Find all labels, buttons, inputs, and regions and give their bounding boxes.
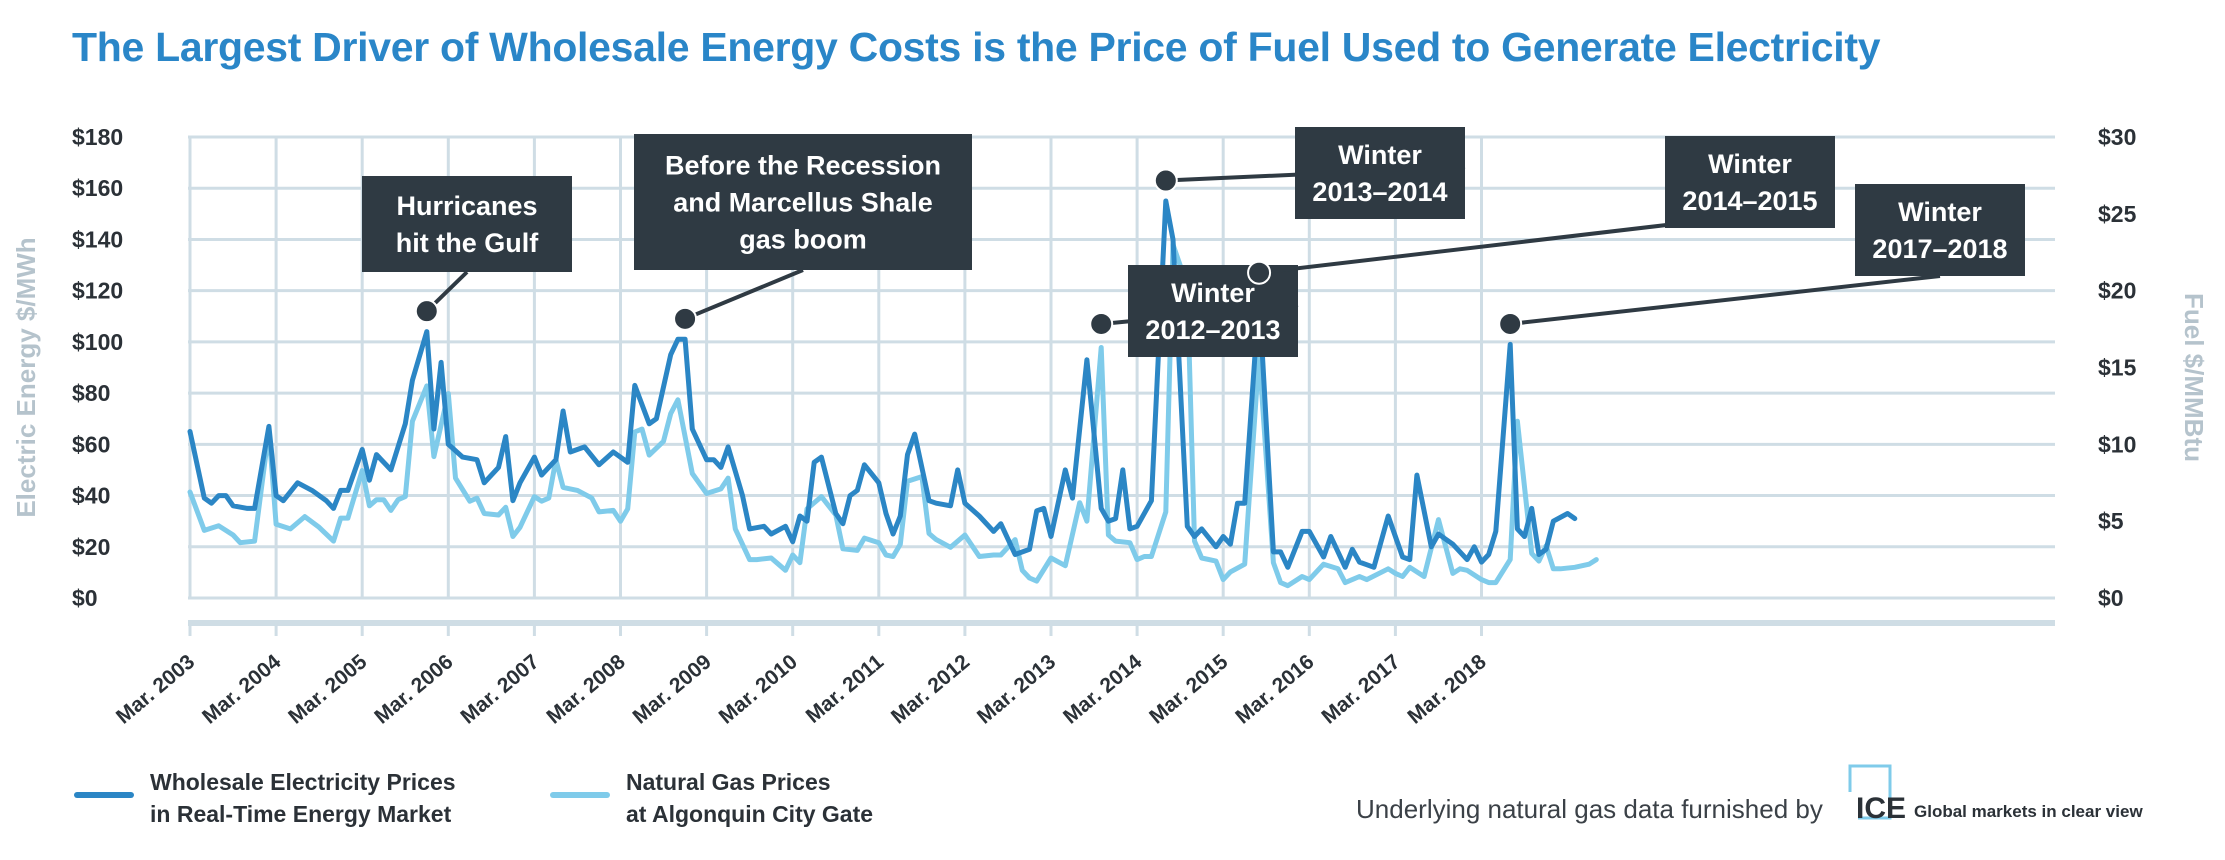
y-tick-label-left-3: $60 [72,431,110,457]
y-tick-label-left-7: $140 [72,226,123,252]
annotation-text-0-0: Hurricanes [396,191,537,221]
annotation-text-3-1: 2013–2014 [1312,177,1447,207]
annotation-text-4-0: Winter [1708,149,1792,179]
y-tick-label-left-8: $160 [72,175,123,201]
annotation-text-1-0: Before the Recession [665,151,941,181]
annotation-connector-1 [684,268,804,321]
x-tick-label-14: Mar. 2017 [1317,650,1404,728]
y-tick-label-right-2: $10 [2098,431,2136,457]
data-credit-text: Underlying natural gas data furnished by [1356,794,1823,824]
x-tick-label-1: Mar. 2004 [198,650,285,729]
legend-swatch-gas [550,792,610,798]
annotation-marker-4 [1247,260,1272,285]
annotation-box-2 [1128,265,1298,357]
legend-item-gas: Natural Gas Prices at Algonquin City Gat… [550,766,874,830]
annotation-box-1 [634,134,972,270]
legend-label-electricity-line2: in Real-Time Energy Market [150,801,452,827]
annotation-marker-3 [1153,168,1178,193]
y-tick-label-right-3: $15 [2098,355,2137,381]
y-tick-label-left-9: $180 [72,124,123,150]
ice-logo-text: ICE [1856,792,1906,822]
annotation-text-4-1: 2014–2015 [1682,186,1817,216]
annotation-text-3-0: Winter [1338,140,1422,170]
x-tick-label-5: Mar. 2008 [542,650,629,729]
y-tick-label-left-4: $80 [72,380,110,406]
x-tick-label-7: Mar. 2010 [715,650,802,728]
annotation-marker-1 [673,306,698,331]
y-axis-label-left: Electric Energy $/MWh [11,237,41,517]
y-tick-label-left-6: $120 [72,278,123,304]
annotation-connector-4 [1258,222,1676,275]
x-tick-label-3: Mar. 2006 [370,650,457,728]
y-tick-label-left-2: $40 [72,483,110,509]
annotation-marker-2 [1089,311,1114,336]
y-tick-label-right-0: $0 [2098,585,2124,611]
ice-logo-tagline: Global markets in clear view [1914,802,2143,821]
series-layer [187,198,1599,589]
legend-swatch-electricity [74,792,134,798]
y-axis-label-right: Fuel $/MMBtu [2179,293,2209,462]
annotation-marker-5 [1498,311,1523,336]
y-tick-label-left-0: $0 [72,585,98,611]
y-axis-left: $0 $20 $40 $60 $80 $100 $120 $140 $160 $180 Electr… [11,124,123,611]
y-tick-label-right-1: $5 [2098,508,2124,534]
annotation-text-5-0: Winter [1898,197,1982,227]
y-tick-label-right-5: $25 [2098,201,2137,227]
x-tick-label-12: Mar. 2015 [1145,650,1232,729]
x-tick-label-8: Mar. 2011 [802,650,889,728]
x-tick-label-13: Mar. 2016 [1231,650,1318,728]
x-tick-label-0: Mar. 2003 [112,650,199,728]
y-tick-label-right-6: $30 [2098,124,2136,150]
annotations-layer: Hurricanes hit the Gulf Before the Recessi… [362,127,2025,357]
legend-item-electricity: Wholesale Electricity Prices in Real-Tim… [74,766,456,830]
x-tick-label-10: Mar. 2013 [973,650,1060,728]
x-tick-label-9: Mar. 2012 [887,650,974,728]
annotation-text-2-0: Winter [1171,278,1255,308]
y-tick-label-left-5: $100 [72,329,123,355]
annotation-box-0 [362,176,572,272]
x-tick-label-6: Mar. 2009 [629,650,716,728]
x-tick-label-2: Mar. 2005 [284,650,371,729]
annotation-connector-5 [1509,274,1941,326]
ice-logo: ICE [1844,764,1906,822]
y-tick-label-right-4: $20 [2098,278,2136,304]
annotation-box-3 [1295,127,1465,219]
x-tick-label-15: Mar. 2018 [1403,650,1490,729]
x-tick-label-4: Mar. 2007 [456,650,543,728]
annotation-text-5-1: 2017–2018 [1872,234,2007,264]
annotation-text-0-1: hit the Gulf [396,228,539,258]
x-tick-label-11: Mar. 2014 [1059,650,1146,729]
series-line-gas [187,242,1599,589]
legend-label-electricity-line1: Wholesale Electricity Prices [150,769,456,795]
annotation-text-1-2: gas boom [739,225,867,255]
series-line-electricity [187,198,1578,570]
y-tick-label-left-1: $20 [72,534,110,560]
annotation-box-5 [1855,184,2025,276]
y-axis-right: $0 $5 $10 $15 $20 $25 $30 Fuel $/MMBtu [2098,124,2209,611]
legend-label-gas-line2: at Algonquin City Gate [626,801,874,827]
annotation-text-1-1: and Marcellus Shale [673,188,933,218]
legend-label-gas-line1: Natural Gas Prices [626,769,831,795]
annotation-marker-0 [414,299,439,324]
chart-title: The Largest Driver of Wholesale Energy C… [72,24,1881,70]
annotation-box-4 [1665,136,1835,228]
annotation-text-2-1: 2012–2013 [1145,315,1280,345]
